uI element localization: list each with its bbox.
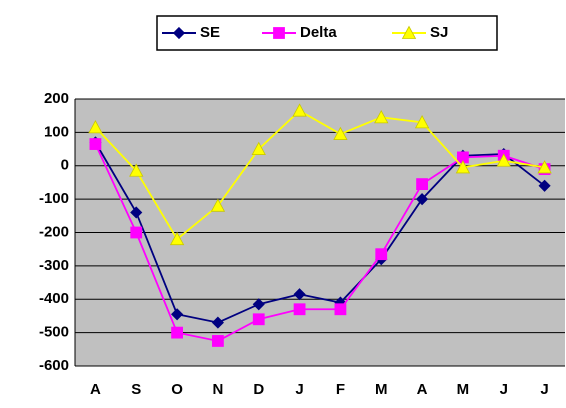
legend-label: SJ	[430, 24, 448, 41]
x-tick-label: A	[417, 381, 428, 398]
x-tick-label: N	[212, 381, 223, 398]
x-tick-label: F	[336, 381, 345, 398]
marker	[293, 303, 306, 316]
marker	[455, 160, 471, 174]
marker	[130, 206, 143, 219]
x-tick-label: J	[295, 381, 303, 398]
marker	[171, 308, 184, 321]
marker	[252, 313, 265, 326]
x-tick-label: M	[375, 381, 388, 398]
y-tick-label: 200	[44, 90, 69, 107]
y-tick-label: -400	[39, 290, 69, 307]
y-tick-label: 0	[61, 157, 69, 174]
x-tick-label: O	[171, 381, 183, 398]
x-tick-label: M	[457, 381, 470, 398]
legend-label: SE	[200, 24, 220, 41]
marker	[251, 141, 266, 155]
y-tick-label: -100	[39, 190, 69, 207]
marker	[212, 335, 224, 347]
marker	[293, 288, 306, 301]
x-tick-label: J	[500, 381, 508, 398]
legend-marker	[273, 27, 285, 39]
x-tick-label: J	[540, 381, 548, 398]
marker	[130, 226, 143, 239]
legend-marker	[172, 26, 186, 40]
legend-marker	[401, 25, 417, 39]
marker	[210, 198, 226, 212]
x-tick-label: A	[90, 381, 101, 398]
marker	[171, 326, 183, 339]
marker	[375, 248, 388, 261]
legend	[156, 15, 498, 51]
y-tick-label: -300	[39, 257, 69, 274]
marker	[292, 103, 307, 117]
marker	[538, 179, 551, 192]
marker	[414, 115, 430, 129]
marker	[89, 138, 102, 150]
y-tick-label: -500	[39, 324, 69, 341]
marker	[496, 153, 511, 167]
marker	[88, 120, 103, 134]
y-tick-label: -200	[39, 223, 69, 240]
marker	[252, 298, 265, 311]
x-tick-label: S	[131, 381, 141, 398]
marker	[333, 126, 348, 140]
marker	[169, 231, 185, 246]
marker	[416, 193, 429, 206]
marker	[211, 316, 224, 329]
series-line	[94, 143, 545, 342]
x-tick-label: D	[253, 381, 264, 398]
series-line	[94, 109, 545, 241]
marker	[334, 303, 347, 316]
y-tick-label: -600	[39, 357, 69, 374]
series-line	[94, 141, 546, 324]
marker	[129, 163, 144, 177]
marker	[537, 160, 552, 174]
marker	[374, 110, 389, 124]
marker	[416, 178, 428, 191]
legend-label: Delta	[300, 24, 337, 41]
y-tick-label: 100	[44, 123, 69, 140]
